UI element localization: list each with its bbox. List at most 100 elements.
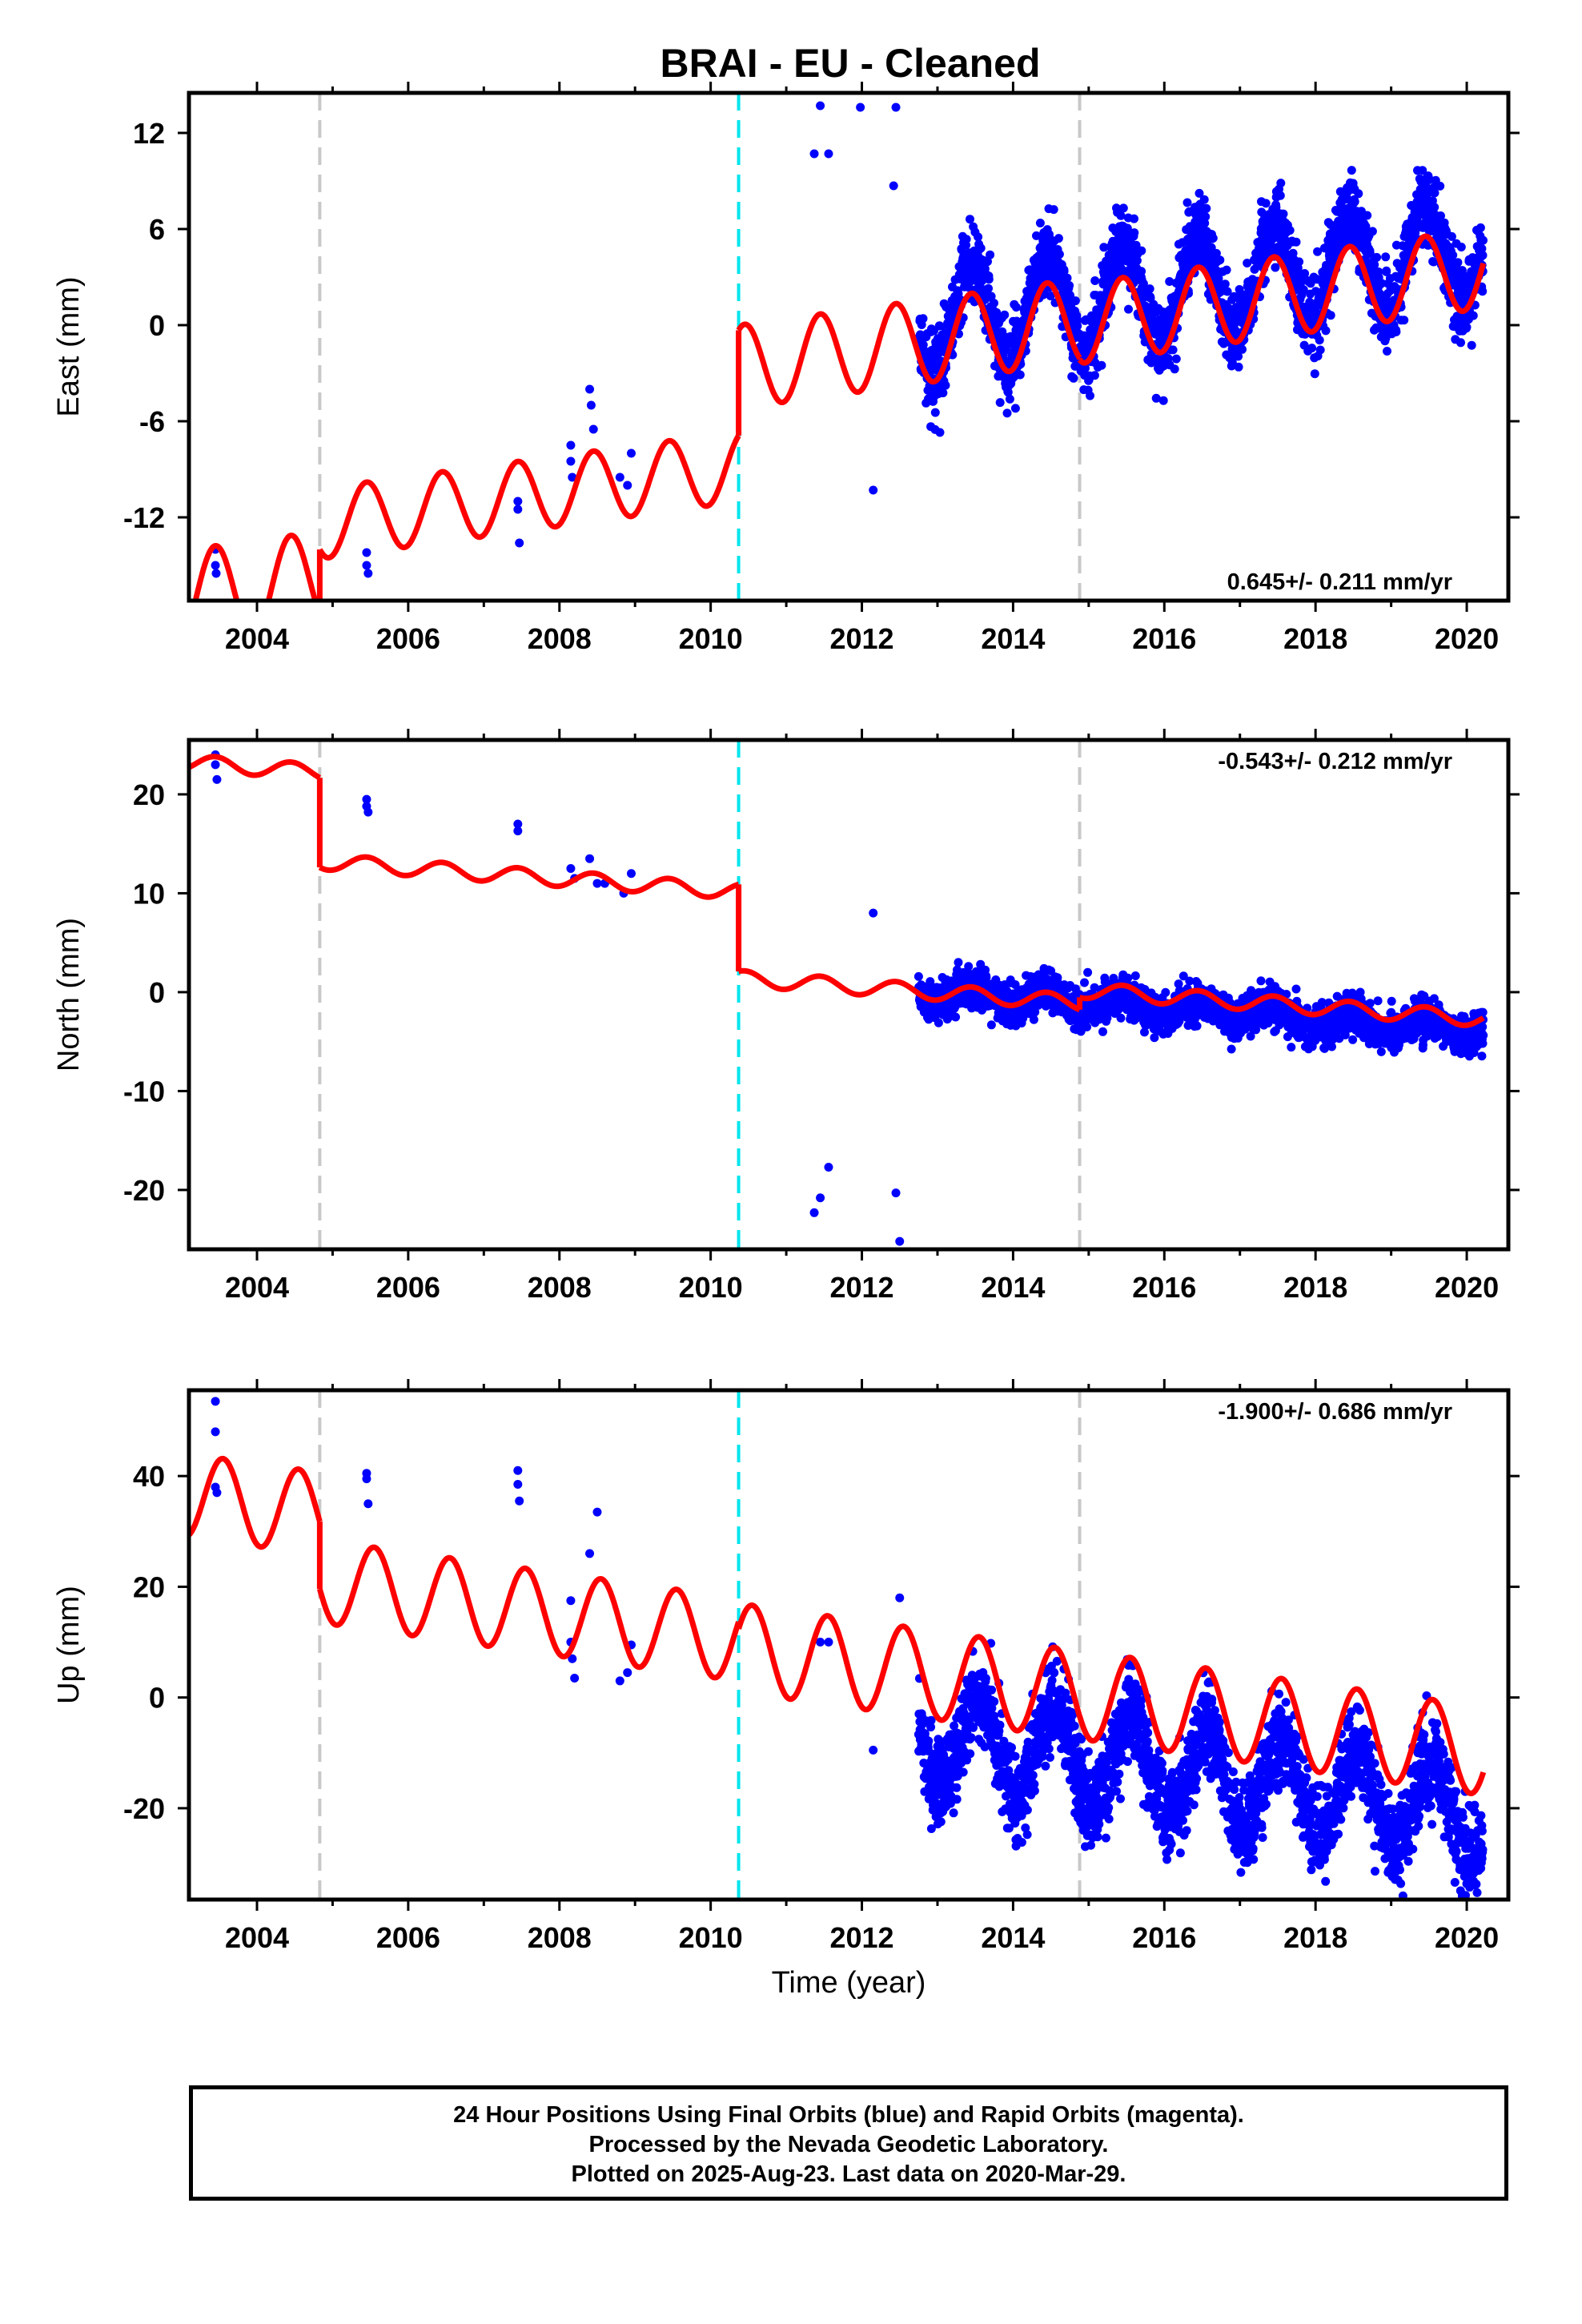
data-point [809, 149, 819, 159]
data-point [1300, 269, 1310, 278]
data-point [1220, 279, 1230, 289]
plot-frame [187, 738, 1511, 1252]
y-axis-label: North (mm) [52, 918, 86, 1072]
data-point [1436, 211, 1445, 220]
data-point [895, 1236, 905, 1246]
data-point [1185, 976, 1195, 986]
chart-title: BRAI - EU - Cleaned [660, 41, 1040, 86]
data-point [1238, 344, 1247, 354]
data-point [1151, 393, 1161, 403]
data-point [1140, 1027, 1149, 1037]
data-point [1299, 285, 1308, 295]
y-tick-label: 6 [149, 213, 165, 246]
data-point [986, 250, 995, 259]
data-point [1202, 203, 1211, 213]
plot-frame [187, 90, 1511, 603]
x-tick-label: 2020 [1435, 622, 1499, 655]
data-point [1065, 281, 1074, 290]
data-point [1478, 1022, 1488, 1031]
data-point [1479, 1031, 1488, 1040]
data-point [1099, 243, 1109, 252]
data-point [515, 538, 524, 548]
data-point [1430, 203, 1439, 212]
data-point [934, 1018, 943, 1027]
data-point [1161, 987, 1170, 997]
plot-area [192, 93, 1488, 601]
rate-label: 0.645+/- 0.211 mm/yr [1227, 569, 1452, 595]
y-tick-label: 0 [149, 976, 165, 1009]
data-point [1365, 999, 1375, 1008]
data-point [1010, 404, 1020, 413]
data-point [1276, 179, 1286, 188]
data-point [1448, 251, 1458, 260]
model-fit-line [736, 279, 1082, 405]
data-point [1271, 263, 1280, 272]
data-point [984, 275, 994, 284]
data-point [1355, 987, 1365, 997]
data-point [1321, 326, 1331, 336]
data-point [1287, 1043, 1296, 1052]
data-point [585, 384, 595, 394]
data-point [1310, 369, 1319, 379]
data-point [513, 505, 523, 514]
data-point [1199, 195, 1209, 204]
data-point [1354, 189, 1363, 199]
data-point [1003, 388, 1013, 397]
data-point [1462, 323, 1472, 332]
x-tick-label: 2008 [528, 622, 592, 655]
data-point [1049, 205, 1058, 215]
x-tick-label: 2016 [1132, 622, 1196, 655]
data-point [592, 879, 602, 888]
y-tick-label: -10 [123, 1075, 165, 1108]
data-point [976, 243, 986, 253]
data-point [1054, 250, 1064, 259]
data-point [1317, 998, 1327, 1007]
data-point [930, 408, 940, 417]
data-point [1391, 327, 1401, 336]
x-tick-label: 2014 [981, 1271, 1045, 1304]
data-point [1377, 279, 1387, 288]
x-tick-label: 2018 [1283, 622, 1347, 655]
data-point [913, 971, 923, 981]
data-point [1150, 1033, 1159, 1043]
data-point [362, 548, 371, 557]
data-point [1124, 304, 1133, 314]
data-point [1170, 364, 1179, 374]
data-point [1478, 1039, 1488, 1048]
data-point [211, 760, 220, 770]
data-point [1373, 996, 1383, 1006]
x-tick-label: 2020 [1435, 1271, 1499, 1304]
data-point [1435, 181, 1445, 191]
data-point [566, 864, 576, 874]
data-point [1234, 362, 1243, 372]
data-point [566, 456, 576, 466]
x-tick-label: 2012 [829, 622, 893, 655]
data-point [1275, 191, 1285, 200]
data-point [1011, 303, 1021, 312]
data-point [938, 388, 948, 398]
y-tick-label: -12 [123, 501, 165, 534]
data-point [1246, 1031, 1255, 1041]
data-point [212, 774, 222, 784]
x-tick-label: 2014 [981, 622, 1045, 655]
model-fit-line [189, 754, 322, 781]
data-point [1383, 347, 1391, 356]
data-point [1080, 978, 1089, 987]
data-point [1307, 344, 1317, 353]
data-point [1035, 219, 1045, 227]
plot-area [189, 740, 1488, 1249]
y-tick-label: 20 [133, 778, 165, 811]
data-point [1131, 240, 1141, 250]
x-tick-label: 2008 [528, 1271, 592, 1304]
data-point [362, 794, 371, 804]
data-point [586, 400, 596, 410]
data-point [363, 569, 373, 578]
data-point [513, 819, 523, 829]
data-point [1222, 265, 1231, 275]
data-point [1054, 234, 1063, 243]
data-point [951, 1012, 961, 1022]
data-point [1158, 396, 1168, 405]
data-point [566, 440, 576, 450]
